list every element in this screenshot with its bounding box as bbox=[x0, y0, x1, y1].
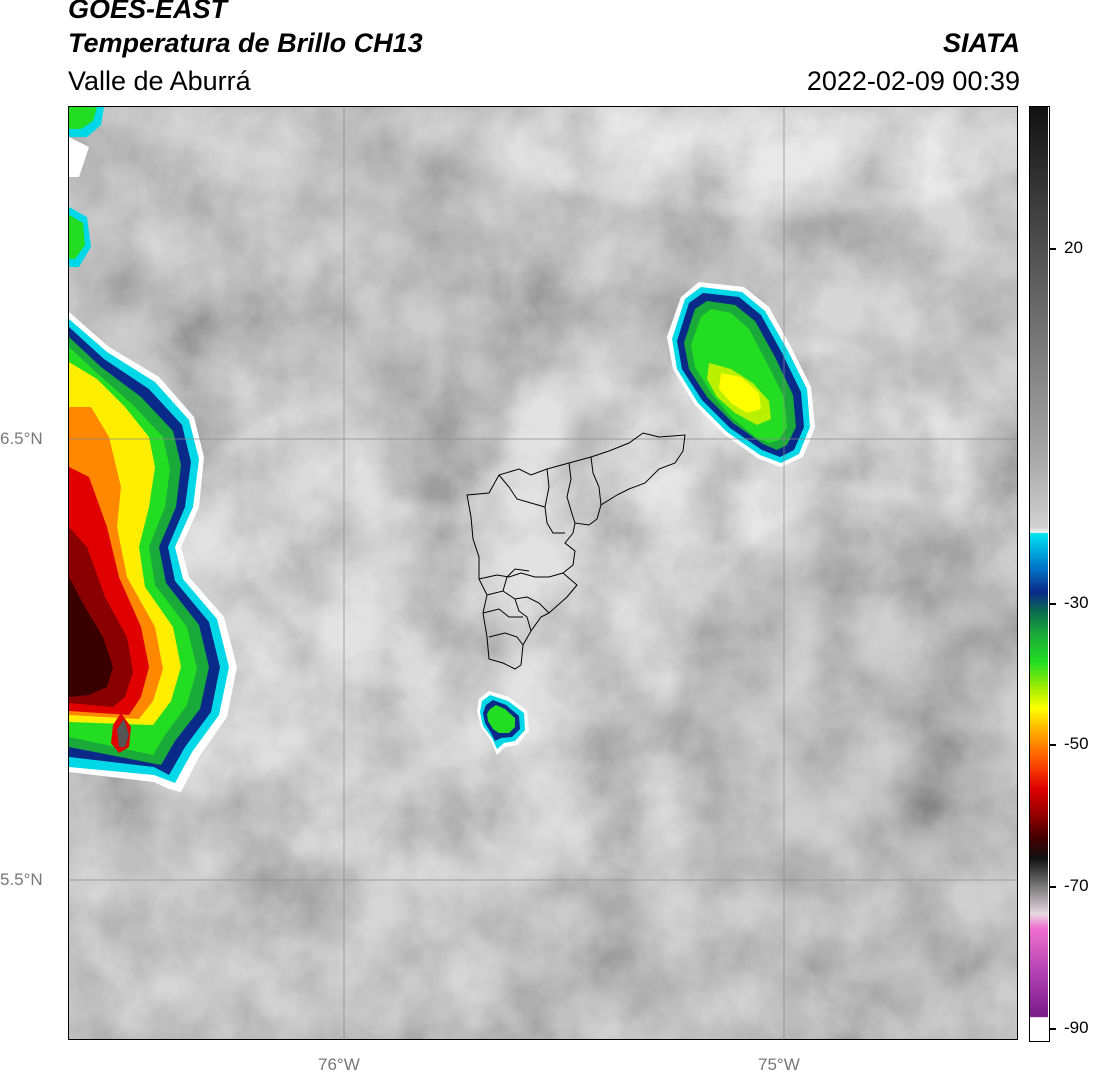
boundary-line bbox=[566, 462, 576, 524]
municipality-boundaries bbox=[466, 432, 686, 670]
colorbar-gradient bbox=[1030, 107, 1048, 1040]
product-title: Temperatura de Brillo CH13 bbox=[68, 28, 423, 58]
timestamp-label: 2022-02-09 00:39 bbox=[806, 66, 1020, 96]
region-subtitle: Valle de Aburrá bbox=[68, 66, 251, 96]
colorbar-label-minus90: -90 bbox=[1064, 1018, 1089, 1037]
organization-label: SIATA bbox=[943, 28, 1020, 58]
boundary-line bbox=[502, 568, 530, 592]
satellite-title: GOES-EAST bbox=[68, 0, 228, 24]
boundary-line bbox=[514, 598, 532, 632]
colorbar-label-minus30: -30 bbox=[1064, 593, 1089, 612]
colorbar-tick-minus90 bbox=[1049, 1028, 1056, 1030]
map-canvas bbox=[69, 107, 1017, 1039]
colorbar-tick-minus50 bbox=[1049, 744, 1056, 746]
colorbar-tick-minus30 bbox=[1049, 603, 1056, 605]
boundary-line bbox=[482, 608, 523, 618]
storm-small-south bbox=[477, 691, 529, 755]
boundary-line bbox=[486, 590, 550, 614]
graticule bbox=[69, 107, 1017, 1039]
boundary-line bbox=[478, 572, 564, 580]
storm-west bbox=[69, 107, 237, 792]
boundary-line bbox=[544, 468, 565, 534]
colorbar-label-minus70: -70 bbox=[1064, 876, 1089, 895]
boundary-line bbox=[498, 474, 546, 508]
lon-label-75w: 75°W bbox=[758, 1055, 800, 1074]
lat-label-6-5: 6.5°N bbox=[0, 429, 43, 448]
boundary-outline bbox=[466, 432, 686, 670]
colorbar-tick-20 bbox=[1049, 248, 1056, 250]
boundary-line bbox=[590, 456, 602, 506]
lon-label-76w: 76°W bbox=[318, 1055, 360, 1074]
lat-label-5-5: 5.5°N bbox=[0, 870, 43, 889]
cloud-texture bbox=[69, 107, 1017, 1039]
colorbar-tick-minus70 bbox=[1049, 886, 1056, 888]
colorbar bbox=[1029, 106, 1050, 1042]
storm-northeast bbox=[667, 282, 815, 467]
colorbar-label-20: 20 bbox=[1064, 238, 1083, 257]
colorbar-label-minus50: -50 bbox=[1064, 734, 1089, 753]
boundary-line bbox=[488, 632, 524, 646]
satellite-map[interactable] bbox=[68, 106, 1018, 1040]
